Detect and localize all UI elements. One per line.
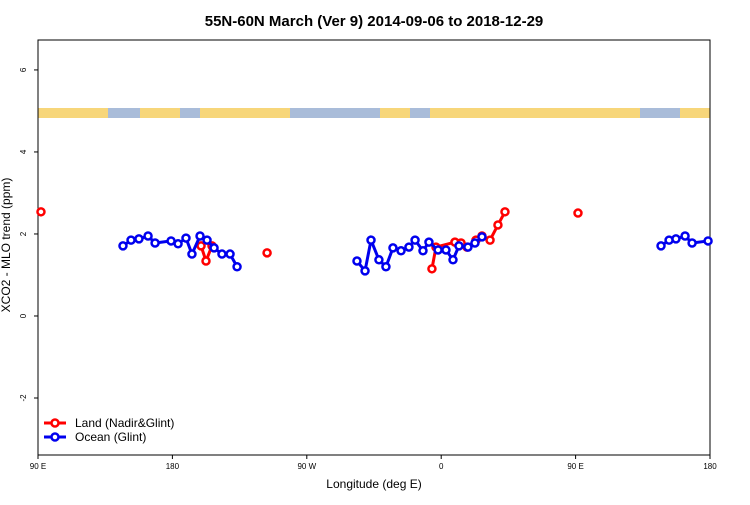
data-point bbox=[410, 235, 420, 245]
data-point bbox=[500, 207, 510, 217]
data-point bbox=[196, 241, 206, 251]
chart-title: 55N-60N March (Ver 9) 2014-09-06 to 2018… bbox=[205, 13, 544, 30]
data-point bbox=[680, 231, 690, 241]
data-point bbox=[150, 238, 160, 248]
data-point bbox=[225, 249, 235, 259]
data-point bbox=[687, 238, 697, 248]
data-point bbox=[404, 242, 414, 252]
data-point bbox=[388, 243, 398, 253]
data-point bbox=[366, 235, 376, 245]
data-point bbox=[187, 249, 197, 259]
data-point bbox=[424, 237, 434, 247]
x-axis-label: Longitude (deg E) bbox=[326, 477, 421, 491]
data-point bbox=[352, 256, 362, 266]
data-point bbox=[427, 264, 437, 274]
data-point bbox=[118, 241, 128, 251]
plot-frame bbox=[37, 39, 711, 456]
data-point bbox=[195, 231, 205, 241]
map-strip bbox=[38, 108, 710, 118]
y-tick-label: 6 bbox=[19, 67, 28, 72]
data-point bbox=[656, 241, 666, 251]
x-tick-label: 0 bbox=[439, 462, 444, 471]
data-point bbox=[463, 242, 473, 252]
data-point bbox=[433, 245, 443, 255]
legend-marker bbox=[50, 418, 60, 428]
y-tick-label: -2 bbox=[19, 394, 28, 402]
data-point bbox=[470, 238, 480, 248]
x-tick-label: 180 bbox=[166, 462, 180, 471]
y-tick-label: 2 bbox=[19, 231, 28, 236]
x-tick-label: 90 E bbox=[30, 462, 46, 471]
x-tick-label: 90 W bbox=[297, 462, 316, 471]
data-point bbox=[201, 256, 211, 266]
data-point bbox=[202, 235, 212, 245]
data-point bbox=[173, 239, 183, 249]
legend-label: Ocean (Glint) bbox=[75, 430, 146, 444]
data-point bbox=[485, 235, 495, 245]
data-point bbox=[703, 236, 713, 246]
data-point bbox=[360, 266, 370, 276]
data-point bbox=[181, 233, 191, 243]
x-tick-label: 180 bbox=[703, 462, 717, 471]
data-point bbox=[232, 262, 242, 272]
y-tick-label: 0 bbox=[19, 313, 28, 318]
data-point bbox=[381, 262, 391, 272]
data-point bbox=[418, 246, 428, 256]
y-axis-label: XCO2 - MLO trend (ppm) bbox=[0, 178, 13, 313]
data-point bbox=[671, 234, 681, 244]
y-tick-label: 4 bbox=[19, 149, 28, 154]
data-point bbox=[209, 243, 219, 253]
legend-marker bbox=[50, 432, 60, 442]
legend: Land (Nadir&Glint)Ocean (Glint) bbox=[44, 416, 174, 444]
data-point bbox=[477, 232, 487, 242]
data-point bbox=[441, 245, 451, 255]
x-tick-label: 90 E bbox=[567, 462, 583, 471]
legend-label: Land (Nadir&Glint) bbox=[75, 416, 174, 430]
data-point bbox=[217, 249, 227, 259]
data-point bbox=[374, 255, 384, 265]
data-point bbox=[143, 231, 153, 241]
data-point bbox=[493, 220, 503, 230]
data-point bbox=[448, 255, 458, 265]
data-point bbox=[262, 248, 272, 258]
data-point bbox=[126, 235, 136, 245]
data-point bbox=[134, 234, 144, 244]
data-point bbox=[396, 246, 406, 256]
data-point bbox=[573, 208, 583, 218]
data-point bbox=[454, 241, 464, 251]
data-point bbox=[36, 207, 46, 217]
